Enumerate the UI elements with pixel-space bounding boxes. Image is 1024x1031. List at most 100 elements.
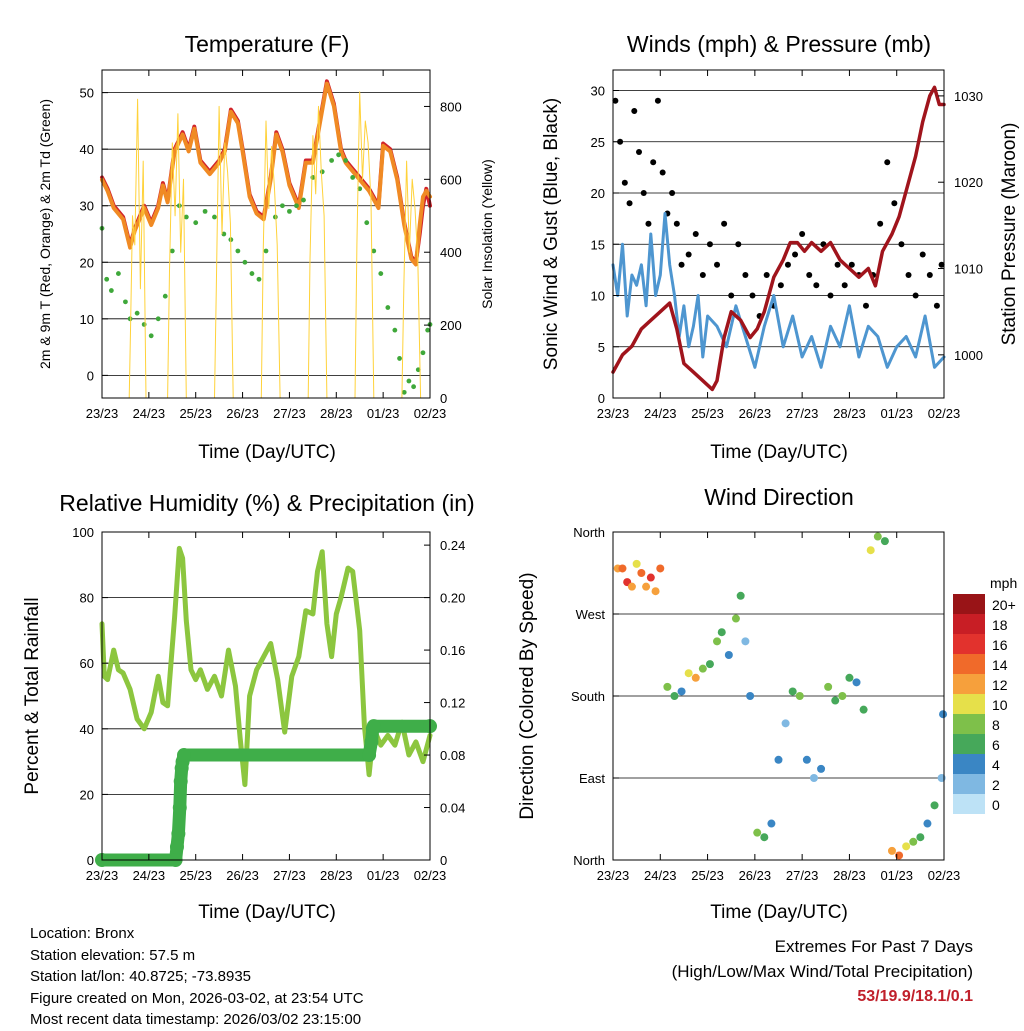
x-tick-label: 23/23 (597, 406, 630, 421)
precip-point (173, 774, 188, 789)
dewpoint-point (357, 186, 363, 192)
dewpoint-point (108, 288, 114, 293)
x-tick-label: 28/23 (320, 868, 353, 883)
y-tick-label-right: 0.20 (440, 591, 465, 606)
x-tick-label: 02/23 (928, 868, 961, 883)
direction-point (637, 569, 646, 577)
gust-point (926, 272, 933, 278)
gust-point (645, 220, 652, 227)
gust-point (659, 169, 666, 176)
dewpoint-point (123, 299, 128, 305)
y-axis-label: Sonic Wind & Gust (Blue, Black) (541, 98, 562, 370)
y-tick-label: 20 (591, 186, 605, 201)
precip-point (366, 719, 381, 734)
dewpoint-point (249, 271, 255, 276)
x-axis-label: Time (Day/UTC) (710, 902, 848, 923)
dewpoint-point (329, 158, 334, 163)
dewpoint-point (371, 248, 377, 254)
x-axis-label: Time (Day/UTC) (198, 902, 336, 923)
y-tick-label: 30 (80, 199, 94, 214)
plot-frame (101, 531, 431, 861)
x-tick-label: 28/23 (833, 868, 866, 883)
y-tick-label: 0 (598, 391, 605, 406)
direction-point (632, 559, 641, 568)
dewpoint-point (336, 152, 342, 158)
dewpoint-point (385, 305, 391, 310)
x-tick-label: 24/23 (133, 868, 166, 883)
x-tick-label: 28/23 (833, 406, 866, 421)
dewpoint-point (406, 378, 412, 384)
plot-frame (612, 69, 945, 399)
x-tick-label: 26/23 (226, 406, 259, 421)
y-tick-label: East (579, 771, 605, 786)
gust-point (636, 149, 643, 155)
legend-label: 6 (992, 737, 1000, 753)
dewpoint-point (280, 203, 285, 209)
precip-point (364, 734, 379, 749)
gust-point (728, 292, 735, 299)
direction-point (809, 774, 818, 782)
direction-point (760, 833, 769, 842)
dewpoint-point (104, 276, 110, 282)
x-tick-label: 27/23 (786, 868, 819, 883)
gust-point (626, 200, 633, 207)
x-axis-label: Time (Day/UTC) (710, 442, 848, 463)
gust-point (617, 138, 624, 145)
x-tick-label: 25/23 (179, 406, 212, 421)
y-tick-label: West (576, 607, 606, 622)
direction-point (651, 587, 660, 596)
precip-point (362, 748, 377, 763)
legend-label: 2 (992, 777, 1000, 793)
dewpoint-point (155, 316, 161, 322)
x-tick-label: 02/23 (414, 868, 447, 883)
series-line-pressure (611, 85, 946, 392)
dewpoint-point (127, 316, 133, 322)
dewpoint-point (212, 214, 217, 220)
dewpoint-point (397, 356, 402, 361)
direction-point (656, 564, 665, 573)
direction-point (902, 842, 911, 851)
x-tick-label: 26/23 (739, 868, 772, 883)
dewpoint-point (169, 248, 175, 254)
direction-point (831, 696, 840, 705)
gust-point (685, 251, 692, 258)
gust-point (862, 302, 869, 309)
station-elevation: Station elevation: 57.5 m (30, 946, 196, 964)
x-tick-label: 25/23 (691, 406, 724, 421)
x-tick-label: 02/23 (414, 406, 447, 421)
chart-title: Wind Direction (704, 484, 854, 510)
direction-point (852, 678, 861, 687)
y-tick-label: 20 (80, 255, 94, 270)
gust-point (938, 261, 945, 268)
wind-direction-chart: 23/23 24/23 25/23 26/23 27/23 28/23 01/23 02/23… (517, 484, 1017, 923)
dewpoint-point (141, 322, 147, 327)
direction-point (824, 682, 833, 691)
y-tick-label: 80 (80, 591, 94, 606)
y-tick-label-right: 0.24 (440, 538, 465, 553)
y-axis-label-right: Station Pressure (Maroon) (999, 123, 1020, 346)
data-timestamp: Most recent data timestamp: 2026/03/02 2… (30, 1011, 362, 1028)
direction-point (788, 687, 797, 696)
x-tick-label: 26/23 (226, 868, 259, 883)
dewpoint-point (350, 175, 356, 180)
direction-point (795, 692, 804, 700)
direction-point (741, 637, 750, 646)
direction-point (774, 755, 783, 764)
y-tick-label: South (571, 689, 605, 704)
y-axis-label: 2m & 9m T (Red, Orange) & 2m Td (Green) (37, 99, 53, 369)
y-tick-label: 25 (591, 135, 605, 150)
legend-swatch (953, 754, 985, 774)
dewpoint-point (242, 259, 248, 265)
precip-point (171, 826, 186, 841)
dewpoint-point (116, 271, 121, 276)
dewpoint-point (319, 169, 325, 175)
precip-point (177, 748, 191, 763)
x-tick-label: 02/23 (928, 406, 961, 421)
direction-point (753, 828, 762, 837)
gust-point (763, 272, 770, 278)
gust-point (640, 190, 647, 196)
chart-title: Winds (mph) & Pressure (mb) (627, 31, 931, 57)
y-tick-label: 50 (80, 86, 94, 101)
dewpoint-point (221, 231, 227, 237)
legend-label: 18 (992, 617, 1008, 633)
